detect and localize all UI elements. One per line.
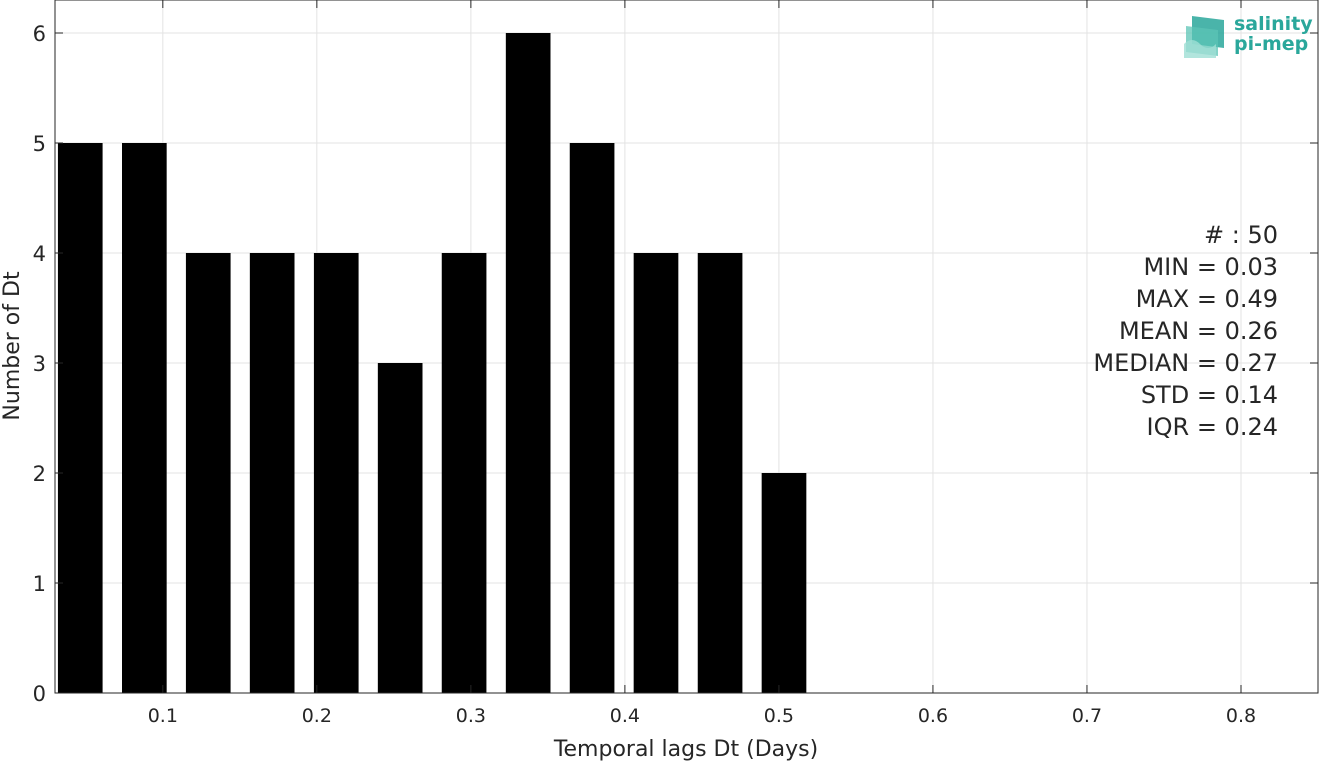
y-tick-label: 6	[33, 22, 46, 46]
x-tick-label: 0.8	[1226, 705, 1256, 727]
bars	[57, 33, 807, 693]
x-tick-label: 0.5	[764, 705, 794, 727]
y-axis-ticks: 0 1 2 3 4 5 6	[33, 22, 1318, 706]
histogram-bar	[633, 253, 679, 693]
x-tick-label: 0.4	[610, 705, 640, 727]
logo-waves-icon	[1184, 16, 1224, 58]
stats-box: # : 50 MIN = 0.03 MAX = 0.49 MEAN = 0.26 MED…	[1093, 221, 1278, 441]
stats-line: MEDIAN = 0.27	[1093, 349, 1278, 377]
histogram-bar	[505, 33, 551, 693]
histogram-bar	[122, 143, 167, 693]
x-tick-label: 0.2	[302, 705, 332, 727]
plot-area	[55, 0, 1318, 693]
histogram-bar	[761, 473, 807, 693]
histogram-bar	[57, 143, 103, 693]
histogram-bar	[697, 253, 743, 693]
logo-text-line1: salinity	[1234, 13, 1313, 35]
x-tick-label: 0.3	[456, 705, 486, 727]
histogram-bar	[313, 253, 359, 693]
y-tick-label: 4	[33, 242, 46, 266]
x-axis-ticks: 0.1 0.2 0.3 0.4 0.5 0.6 0.7 0.8	[148, 0, 1256, 727]
stats-line: # : 50	[1204, 221, 1278, 249]
histogram-bar	[377, 363, 423, 693]
y-tick-label: 5	[33, 132, 46, 156]
x-tick-label: 0.7	[1072, 705, 1102, 727]
y-tick-label: 2	[33, 462, 46, 486]
stats-line: IQR = 0.24	[1147, 413, 1278, 441]
x-axis-label: Temporal lags Dt (Days)	[553, 737, 818, 762]
y-axis-label: Number of Dt	[0, 271, 25, 421]
stats-line: MEAN = 0.26	[1119, 317, 1278, 345]
histogram-bar	[185, 253, 231, 693]
axes-box	[54, 0, 1319, 694]
histogram-bar	[569, 143, 615, 693]
histogram-bar	[441, 253, 487, 693]
x-tick-label: 0.1	[148, 705, 178, 727]
stats-line: STD = 0.14	[1141, 381, 1278, 409]
stats-line: MAX = 0.49	[1136, 285, 1278, 313]
y-tick-label: 3	[33, 352, 46, 376]
logo-text-line2: pi-mep	[1234, 33, 1309, 55]
stats-line: MIN = 0.03	[1143, 253, 1278, 281]
x-tick-label: 0.6	[918, 705, 948, 727]
y-tick-label: 1	[33, 572, 46, 596]
histogram-bar	[249, 253, 295, 693]
salinity-pi-mep-logo: salinity pi-mep	[1182, 13, 1313, 62]
y-tick-label: 0	[33, 682, 46, 706]
